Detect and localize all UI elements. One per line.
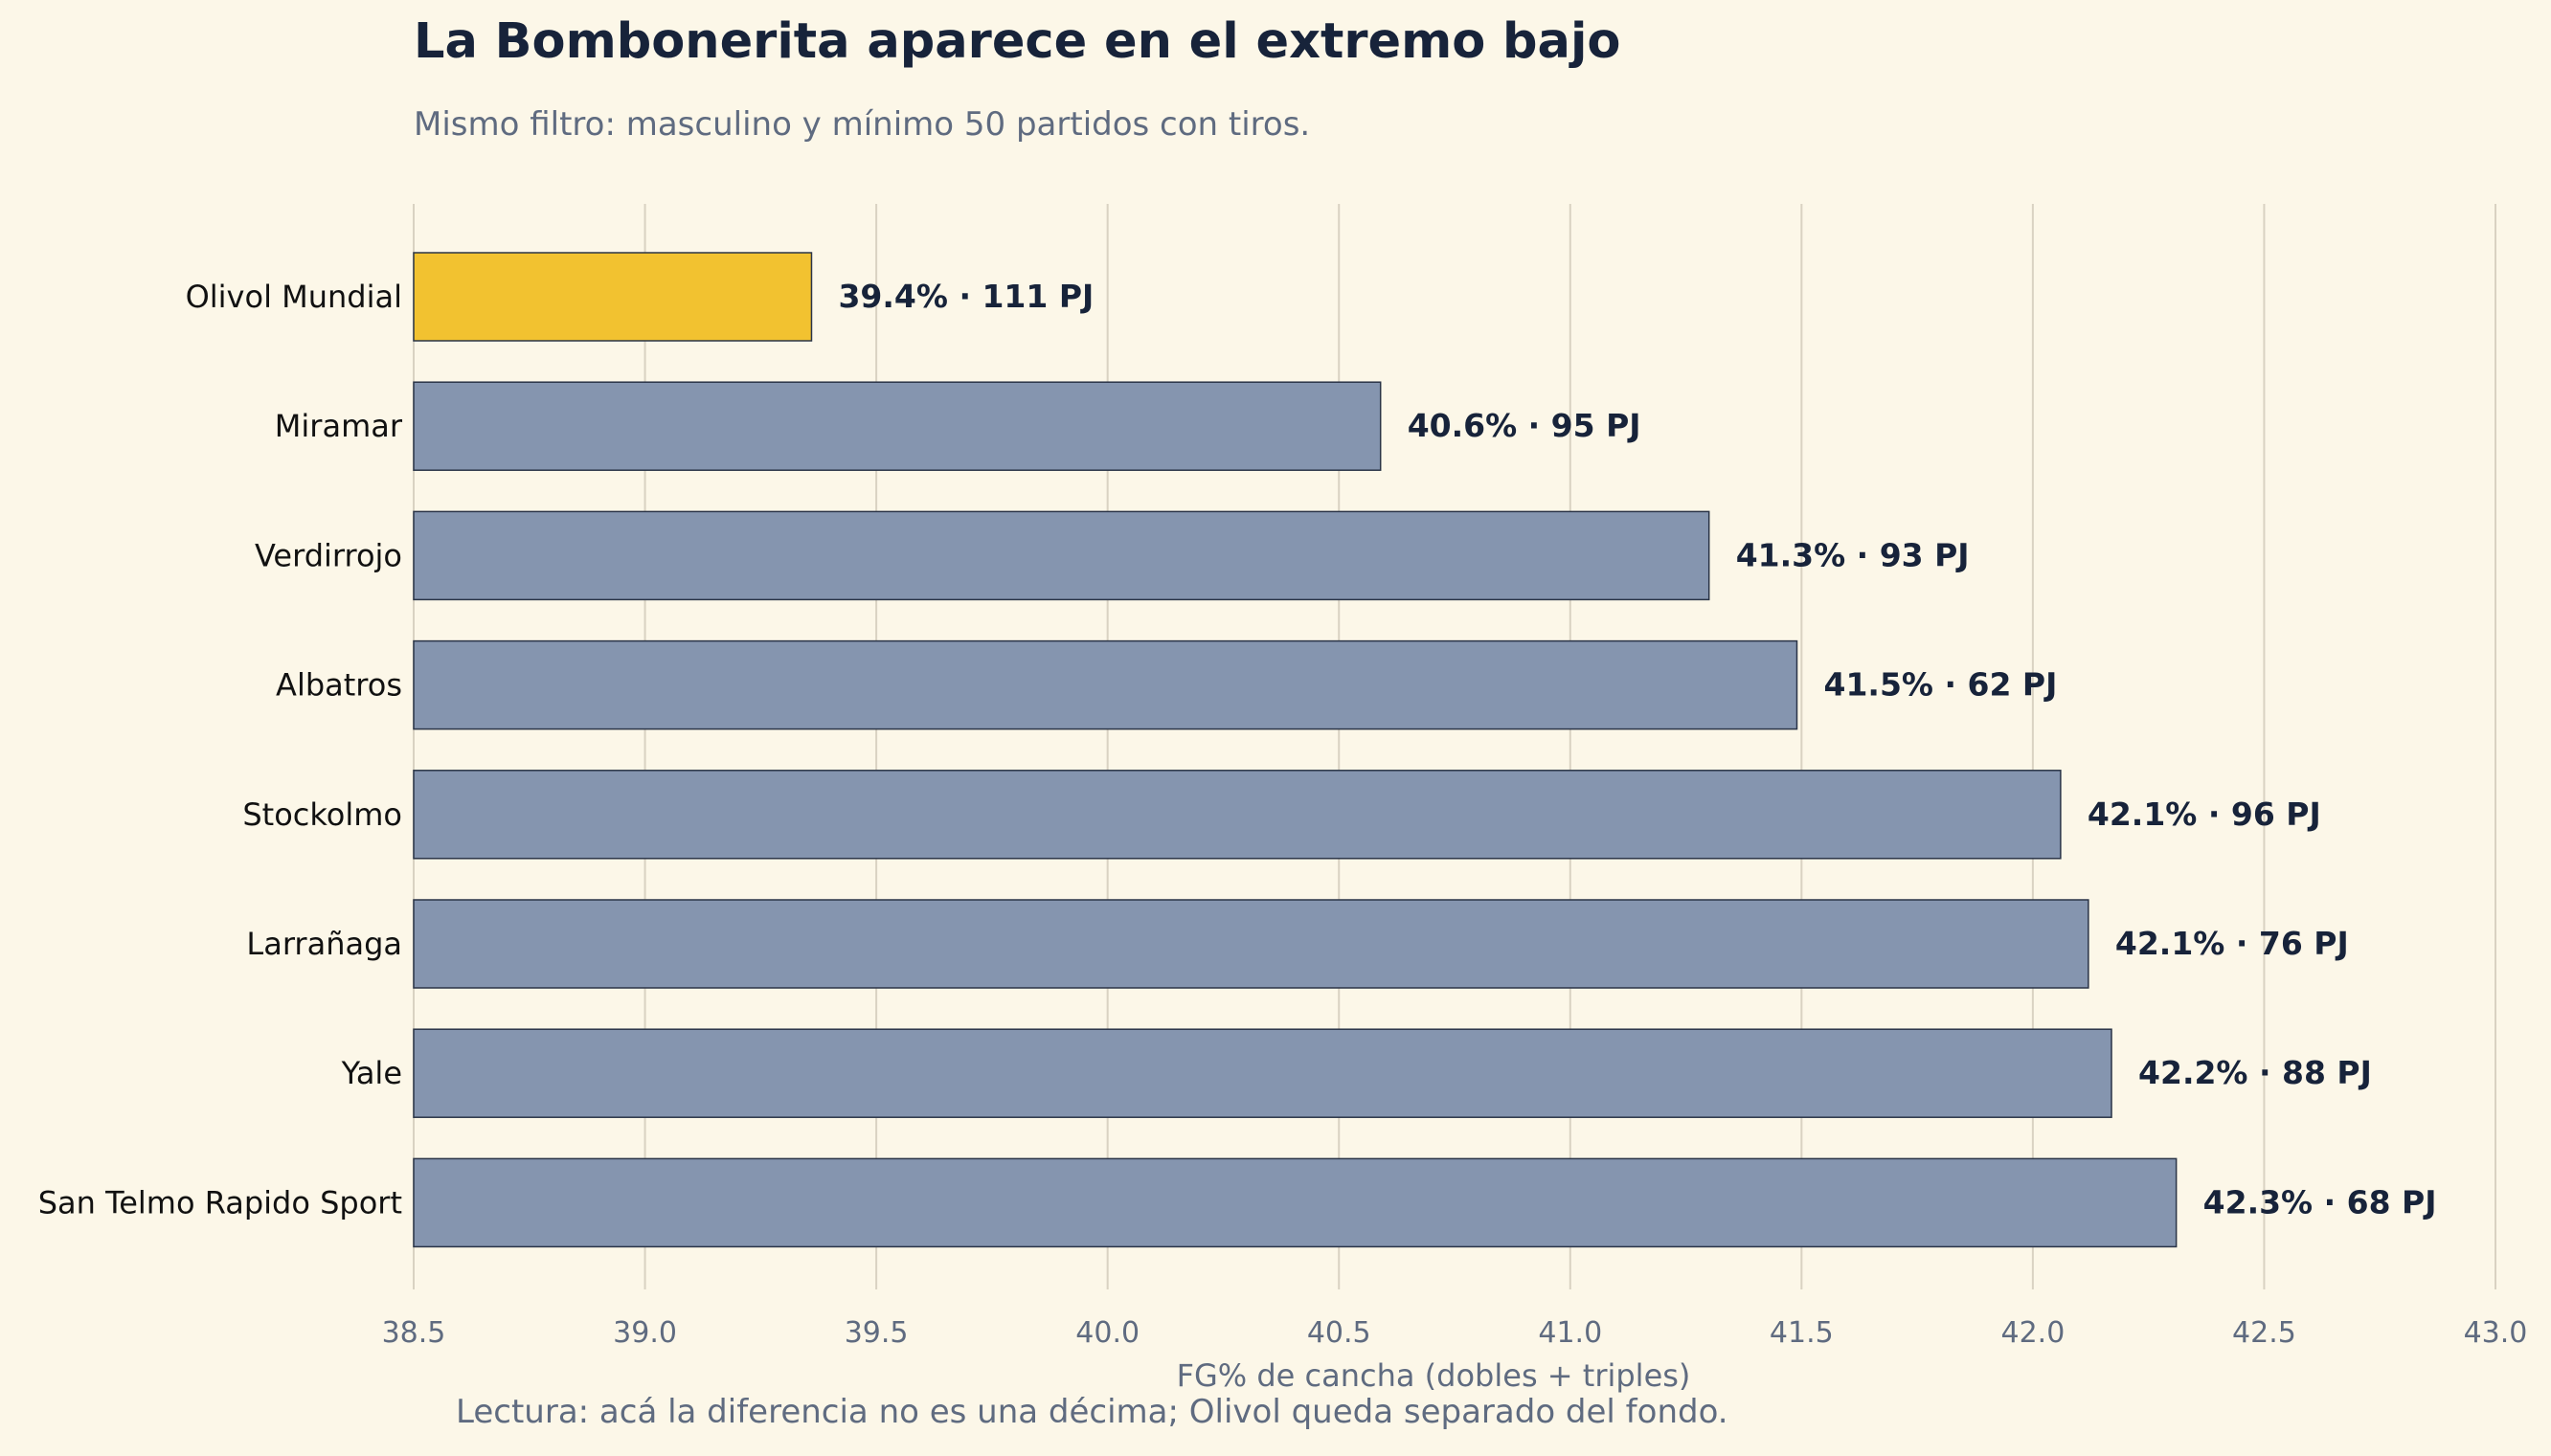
bar-value-label: 42.2% · 88 PJ (2138, 1054, 2372, 1091)
category-label: San Telmo Rapido Sport (38, 1184, 402, 1221)
category-label: Miramar (275, 408, 403, 444)
bar-value-label: 40.6% · 95 PJ (1408, 407, 1641, 444)
bar (413, 1028, 2112, 1118)
x-tick-label: 39.5 (845, 1316, 909, 1350)
grid-lines (413, 204, 2496, 1289)
x-tick-label: 41.5 (1770, 1316, 1834, 1350)
category-label: Larrañaga (246, 926, 402, 962)
category-label: Yale (341, 1055, 402, 1091)
x-tick-label: 42.0 (2000, 1316, 2065, 1350)
bar (413, 510, 1710, 601)
x-tick-labels: 38.5 39.0 39.5 40.0 40.5 41.0 41.5 42.0 42.5 43.0 (382, 1316, 2528, 1350)
bar-highlight (413, 252, 813, 342)
bars (413, 252, 2178, 1248)
bar-value-label: 42.3% · 68 PJ (2203, 1183, 2437, 1221)
category-label: Albatros (276, 667, 402, 704)
footnote: Lectura: acá la diferencia no es una déc… (456, 1393, 1728, 1431)
x-tick-label: 42.5 (2232, 1316, 2296, 1350)
category-labels: Olivol Mundial Miramar Verdirrojo Albatros S… (38, 279, 403, 1221)
bar (413, 381, 1382, 471)
chart-title: La Bombonerita aparece en el extremo baj… (414, 13, 1621, 70)
chart-subtitle: Mismo filtro: masculino y mínimo 50 part… (414, 105, 1311, 144)
x-tick-label: 40.5 (1307, 1316, 1371, 1350)
x-tick-label: 40.0 (1075, 1316, 1140, 1350)
x-tick-label: 38.5 (382, 1316, 446, 1350)
bar-value-label: 42.1% · 96 PJ (2088, 795, 2321, 833)
x-axis-label: FG% de cancha (dobles + triples) (1177, 1357, 1691, 1394)
x-tick-label: 39.0 (613, 1316, 677, 1350)
category-label: Olivol Mundial (186, 279, 402, 315)
x-tick-label: 43.0 (2464, 1316, 2528, 1350)
bar (413, 639, 1798, 730)
bar-value-label: 41.3% · 93 PJ (1736, 536, 1970, 573)
bar-value-label: 41.5% · 62 PJ (1824, 666, 2058, 704)
bar-value-label: 42.1% · 76 PJ (2115, 925, 2349, 962)
bar-value-label: 39.4% · 111 PJ (838, 278, 1094, 315)
category-label: Stockolmo (242, 796, 402, 833)
x-tick-label: 41.0 (1538, 1316, 1602, 1350)
bar (413, 1157, 2178, 1248)
category-label: Verdirrojo (255, 537, 402, 573)
bar-value-labels: 39.4% · 111 PJ 40.6% · 95 PJ 41.3% · 93 PJ… (838, 278, 2436, 1221)
bar (413, 899, 2089, 989)
bar (413, 770, 2062, 860)
